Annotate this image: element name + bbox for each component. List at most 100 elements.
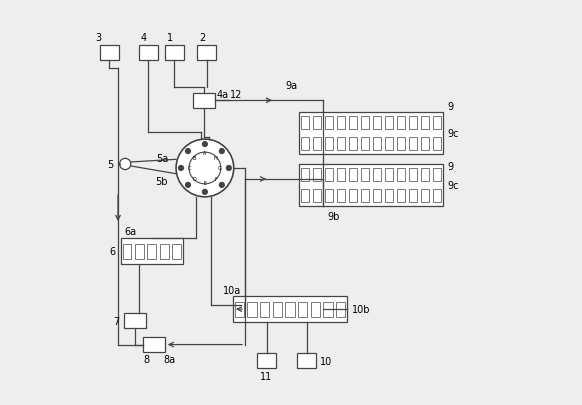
Text: 5: 5	[108, 160, 114, 170]
Text: 11: 11	[261, 371, 273, 381]
Text: 8a: 8a	[164, 354, 176, 364]
Bar	[372, 168, 381, 181]
Bar	[397, 117, 406, 130]
Bar	[123, 244, 132, 259]
Text: 5a: 5a	[156, 153, 168, 164]
Bar	[337, 168, 345, 181]
Bar	[325, 168, 333, 181]
Bar	[421, 117, 430, 130]
Bar	[433, 117, 442, 130]
Text: 1: 1	[167, 33, 173, 43]
Text: 10a: 10a	[223, 286, 241, 295]
Bar	[433, 138, 442, 151]
Bar	[172, 244, 181, 259]
Text: 6: 6	[109, 247, 115, 256]
Bar	[421, 190, 430, 202]
Bar	[273, 302, 282, 317]
Circle shape	[176, 140, 234, 197]
Bar	[299, 113, 443, 155]
Bar	[139, 45, 158, 61]
Circle shape	[203, 142, 207, 147]
Bar	[311, 302, 320, 317]
Text: 6a: 6a	[125, 226, 137, 236]
Bar	[147, 244, 157, 259]
Bar	[385, 190, 393, 202]
Bar	[385, 138, 393, 151]
Bar	[165, 45, 184, 61]
Bar	[297, 353, 316, 368]
Bar	[257, 353, 276, 368]
Bar	[397, 190, 406, 202]
Bar	[235, 302, 244, 317]
Bar	[337, 190, 345, 202]
Bar	[301, 138, 310, 151]
Bar	[123, 313, 146, 328]
Bar	[233, 296, 347, 322]
Text: 12: 12	[230, 90, 243, 100]
Bar	[349, 138, 357, 151]
Bar	[361, 168, 370, 181]
Bar	[260, 302, 269, 317]
Bar	[301, 168, 310, 181]
Bar	[313, 117, 321, 130]
Bar	[143, 337, 165, 352]
Circle shape	[186, 183, 190, 188]
Text: 3: 3	[95, 33, 102, 43]
Bar	[337, 117, 345, 130]
Text: 2: 2	[199, 33, 205, 43]
Text: 8: 8	[143, 354, 149, 364]
Text: 4: 4	[141, 33, 147, 43]
Bar	[100, 45, 119, 61]
Bar	[313, 190, 321, 202]
Circle shape	[219, 149, 224, 154]
Bar	[313, 138, 321, 151]
Bar	[325, 117, 333, 130]
Bar	[372, 117, 381, 130]
Text: H: H	[214, 156, 218, 160]
Bar	[313, 168, 321, 181]
Bar	[361, 190, 370, 202]
Bar	[324, 302, 332, 317]
Bar	[121, 239, 183, 264]
Bar	[349, 190, 357, 202]
Bar	[385, 168, 393, 181]
Bar	[421, 138, 430, 151]
Circle shape	[186, 149, 190, 154]
Text: 5b: 5b	[155, 177, 168, 186]
Text: 10: 10	[320, 356, 332, 366]
Bar	[197, 45, 216, 61]
Text: 10b: 10b	[352, 305, 370, 314]
Bar	[361, 117, 370, 130]
Text: G: G	[218, 166, 222, 171]
Text: A: A	[203, 151, 207, 156]
Circle shape	[203, 190, 207, 195]
Bar	[337, 138, 345, 151]
Bar	[397, 138, 406, 151]
Text: 9: 9	[447, 162, 453, 172]
Bar	[372, 138, 381, 151]
Bar	[349, 168, 357, 181]
Circle shape	[226, 166, 231, 171]
Bar	[409, 117, 417, 130]
Text: 9: 9	[447, 102, 453, 112]
Bar	[409, 138, 417, 151]
Circle shape	[179, 166, 183, 171]
Bar	[285, 302, 294, 317]
Bar	[397, 168, 406, 181]
Bar	[298, 302, 307, 317]
Text: F: F	[214, 177, 217, 181]
Bar	[299, 164, 443, 207]
Bar	[160, 244, 169, 259]
Bar	[433, 190, 442, 202]
Bar	[385, 117, 393, 130]
Bar	[372, 190, 381, 202]
Bar	[247, 302, 257, 317]
Text: C: C	[188, 166, 191, 171]
Bar	[325, 138, 333, 151]
Text: E: E	[203, 181, 207, 186]
Text: D: D	[193, 177, 196, 181]
Circle shape	[120, 159, 131, 170]
Bar	[409, 168, 417, 181]
Bar	[135, 244, 144, 259]
Bar	[409, 190, 417, 202]
